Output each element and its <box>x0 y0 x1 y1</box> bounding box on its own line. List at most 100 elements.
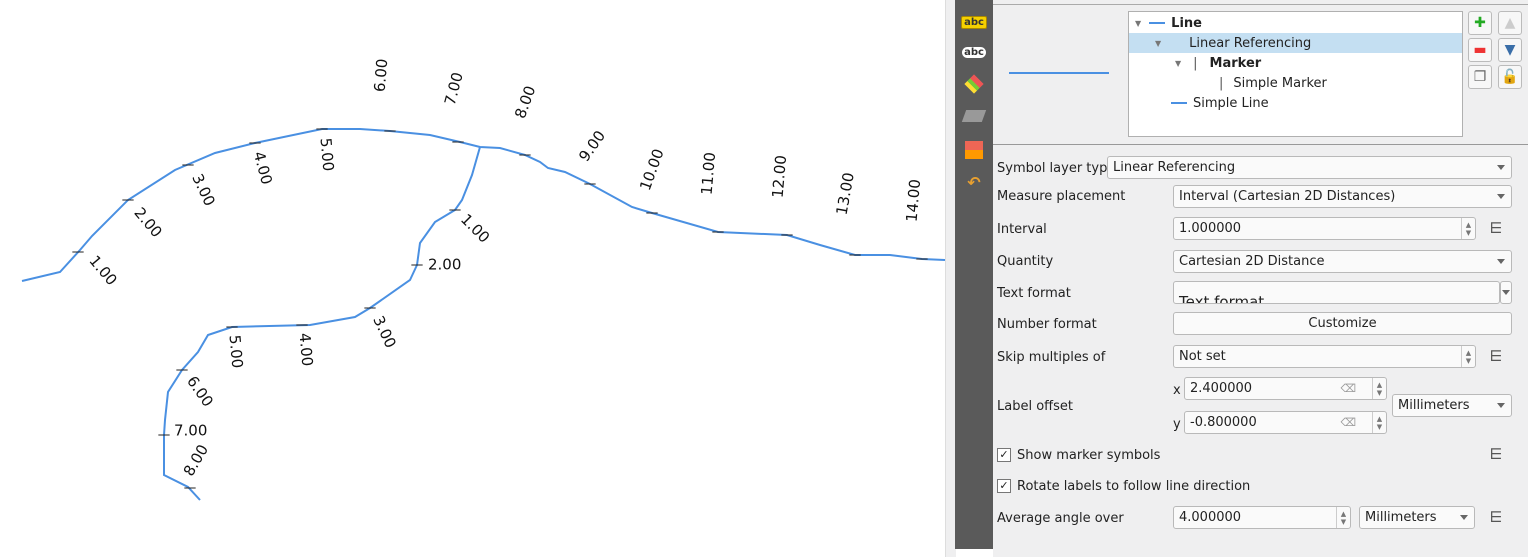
marker-tick <box>452 141 464 143</box>
measure-label: 6.00 <box>371 58 392 93</box>
labels-icon[interactable]: abc <box>962 46 986 58</box>
measure-label: 10.00 <box>636 146 668 193</box>
offset-y-input[interactable]: -0.800000 ⌫ ▲ ▼ <box>1184 411 1387 434</box>
label-callout-icon[interactable]: abc <box>960 10 988 34</box>
skip-multiples-spinbox[interactable]: Not set ▲ ▼ <box>1173 345 1476 368</box>
remove-layer-button[interactable]: ▬ <box>1468 38 1492 62</box>
average-angle-unit-select[interactable]: Millimeters <box>1359 506 1475 529</box>
measure-label: 12.00 <box>769 154 791 198</box>
label-offset-label: Label offset <box>997 398 1073 414</box>
measure-label: 2.00 <box>130 204 165 241</box>
symbol-layer-tree[interactable]: ▼ Line ▼ Linear Referencing ▼ | Marker | Simp… <box>1128 11 1463 137</box>
symbol-layer-type-label: Symbol layer type <box>997 160 1116 176</box>
tree-item-linear-referencing[interactable]: ▼ Linear Referencing <box>1129 33 1462 53</box>
marker-tick <box>158 434 170 436</box>
measure-label: 8.00 <box>511 83 539 121</box>
clear-icon[interactable]: ⌫ <box>1340 416 1356 429</box>
marker-tick <box>849 254 861 256</box>
tree-item-simple-line[interactable]: Simple Line <box>1129 93 1462 113</box>
measure-placement-select[interactable]: Interval (Cartesian 2D Distances) <box>1173 185 1512 208</box>
marker-tick <box>712 231 724 233</box>
measure-label: 3.00 <box>369 313 399 351</box>
measure-label: 5.00 <box>317 137 338 172</box>
map-canvas[interactable]: 1.002.003.004.00 5.006.00 7.00 8.009.0010.0… <box>0 0 945 557</box>
measure-label: 2.00 <box>428 256 461 274</box>
measure-label: 4.00 <box>296 332 317 367</box>
measure-placement-label: Measure placement <box>997 188 1126 204</box>
marker-tick <box>646 212 658 214</box>
checkbox-icon[interactable]: ✓ <box>997 448 1011 462</box>
marker-tick <box>184 487 196 489</box>
marker-tick <box>584 183 596 185</box>
move-up-button[interactable]: ▲ <box>1498 11 1522 35</box>
skip-multiples-label: Skip multiples of <box>997 349 1106 365</box>
rendering-order-icon[interactable] <box>960 138 988 162</box>
diagram-icon[interactable] <box>960 104 988 128</box>
measure-label: 8.00 <box>180 441 212 479</box>
marker-tick <box>411 264 423 266</box>
marker-tick <box>296 324 308 326</box>
measure-label: 9.00 <box>575 127 609 165</box>
interval-spinbox[interactable]: 1.000000 ▲ ▼ <box>1173 217 1476 240</box>
marker-tick <box>519 154 531 156</box>
symbol-layer-type-select[interactable]: Linear Referencing <box>1107 156 1512 179</box>
measure-label: 7.00 <box>174 422 207 440</box>
marker-tick <box>449 209 461 211</box>
text-format-button[interactable]: Text format <box>1173 281 1500 304</box>
offset-unit-select[interactable]: Millimeters <box>1392 394 1512 417</box>
measure-label: 13.00 <box>833 171 858 216</box>
marker-tick <box>182 164 194 166</box>
average-angle-spinbox[interactable]: 4.000000 ▲ ▼ <box>1173 506 1351 529</box>
average-angle-label: Average angle over <box>997 510 1124 526</box>
marker-tick <box>72 251 84 253</box>
show-markers-checkbox[interactable]: ✓ Show marker symbols <box>997 443 1160 467</box>
measure-label: 7.00 <box>441 70 467 107</box>
duplicate-layer-button[interactable]: ❐ <box>1468 65 1492 89</box>
lock-layer-button[interactable]: 🔓 <box>1498 65 1522 89</box>
data-defined-override-icon[interactable]: ⋿ <box>1489 508 1503 526</box>
data-defined-override-icon[interactable]: ⋿ <box>1489 445 1503 463</box>
tree-item-marker[interactable]: ▼ | Marker <box>1175 55 1262 71</box>
style-dock-toolbar: abc abc ↶ <box>955 0 993 549</box>
marker-tick <box>916 258 928 260</box>
symbol-properties-panel: ▼ Line ▼ Linear Referencing ▼ | Marker | Simp… <box>993 0 1528 557</box>
data-defined-override-icon[interactable]: ⋿ <box>1489 219 1503 237</box>
text-format-menu[interactable] <box>1500 281 1512 304</box>
main-line <box>21 128 945 282</box>
marker-tick <box>176 369 188 371</box>
offset-x-input[interactable]: 2.400000 ⌫ ▲ ▼ <box>1184 377 1387 400</box>
quantity-label: Quantity <box>997 253 1054 269</box>
text-format-label: Text format <box>997 285 1071 301</box>
data-defined-override-icon[interactable]: ⋿ <box>1489 347 1503 365</box>
clear-icon[interactable]: ⌫ <box>1340 382 1356 395</box>
measure-label: 1.00 <box>85 252 120 289</box>
measure-label: 14.00 <box>903 178 925 222</box>
tree-item-line[interactable]: ▼ Line <box>1135 15 1202 31</box>
marker-tick <box>316 128 328 130</box>
measure-label: 3.00 <box>188 171 218 209</box>
measure-label: 5.00 <box>226 334 247 369</box>
symbol-preview <box>1009 72 1109 74</box>
splitter[interactable] <box>945 0 956 557</box>
quantity-select[interactable]: Cartesian 2D Distance <box>1173 250 1512 273</box>
x-label: x <box>1173 382 1181 398</box>
measure-label: 11.00 <box>698 151 720 195</box>
checkbox-icon[interactable]: ✓ <box>997 479 1011 493</box>
marker-tick <box>226 326 238 328</box>
customize-button[interactable]: Customize <box>1173 312 1512 335</box>
move-down-button[interactable]: ▼ <box>1498 38 1522 62</box>
3d-cube-icon[interactable] <box>960 72 988 96</box>
tree-item-simple-marker[interactable]: | Simple Marker <box>1219 75 1327 91</box>
number-format-label: Number format <box>997 316 1097 332</box>
measure-label: 4.00 <box>250 150 276 187</box>
add-layer-button[interactable]: ✚ <box>1468 11 1492 35</box>
measure-label: 6.00 <box>183 373 217 411</box>
interval-label: Interval <box>997 221 1047 237</box>
rotate-labels-checkbox[interactable]: ✓ Rotate labels to follow line direction <box>997 474 1250 498</box>
marker-tick <box>384 130 396 132</box>
measure-label: 1.00 <box>457 210 493 246</box>
marker-tick <box>364 307 376 309</box>
history-icon[interactable]: ↶ <box>967 172 981 192</box>
marker-tick <box>781 234 793 236</box>
branch-line <box>163 146 481 501</box>
